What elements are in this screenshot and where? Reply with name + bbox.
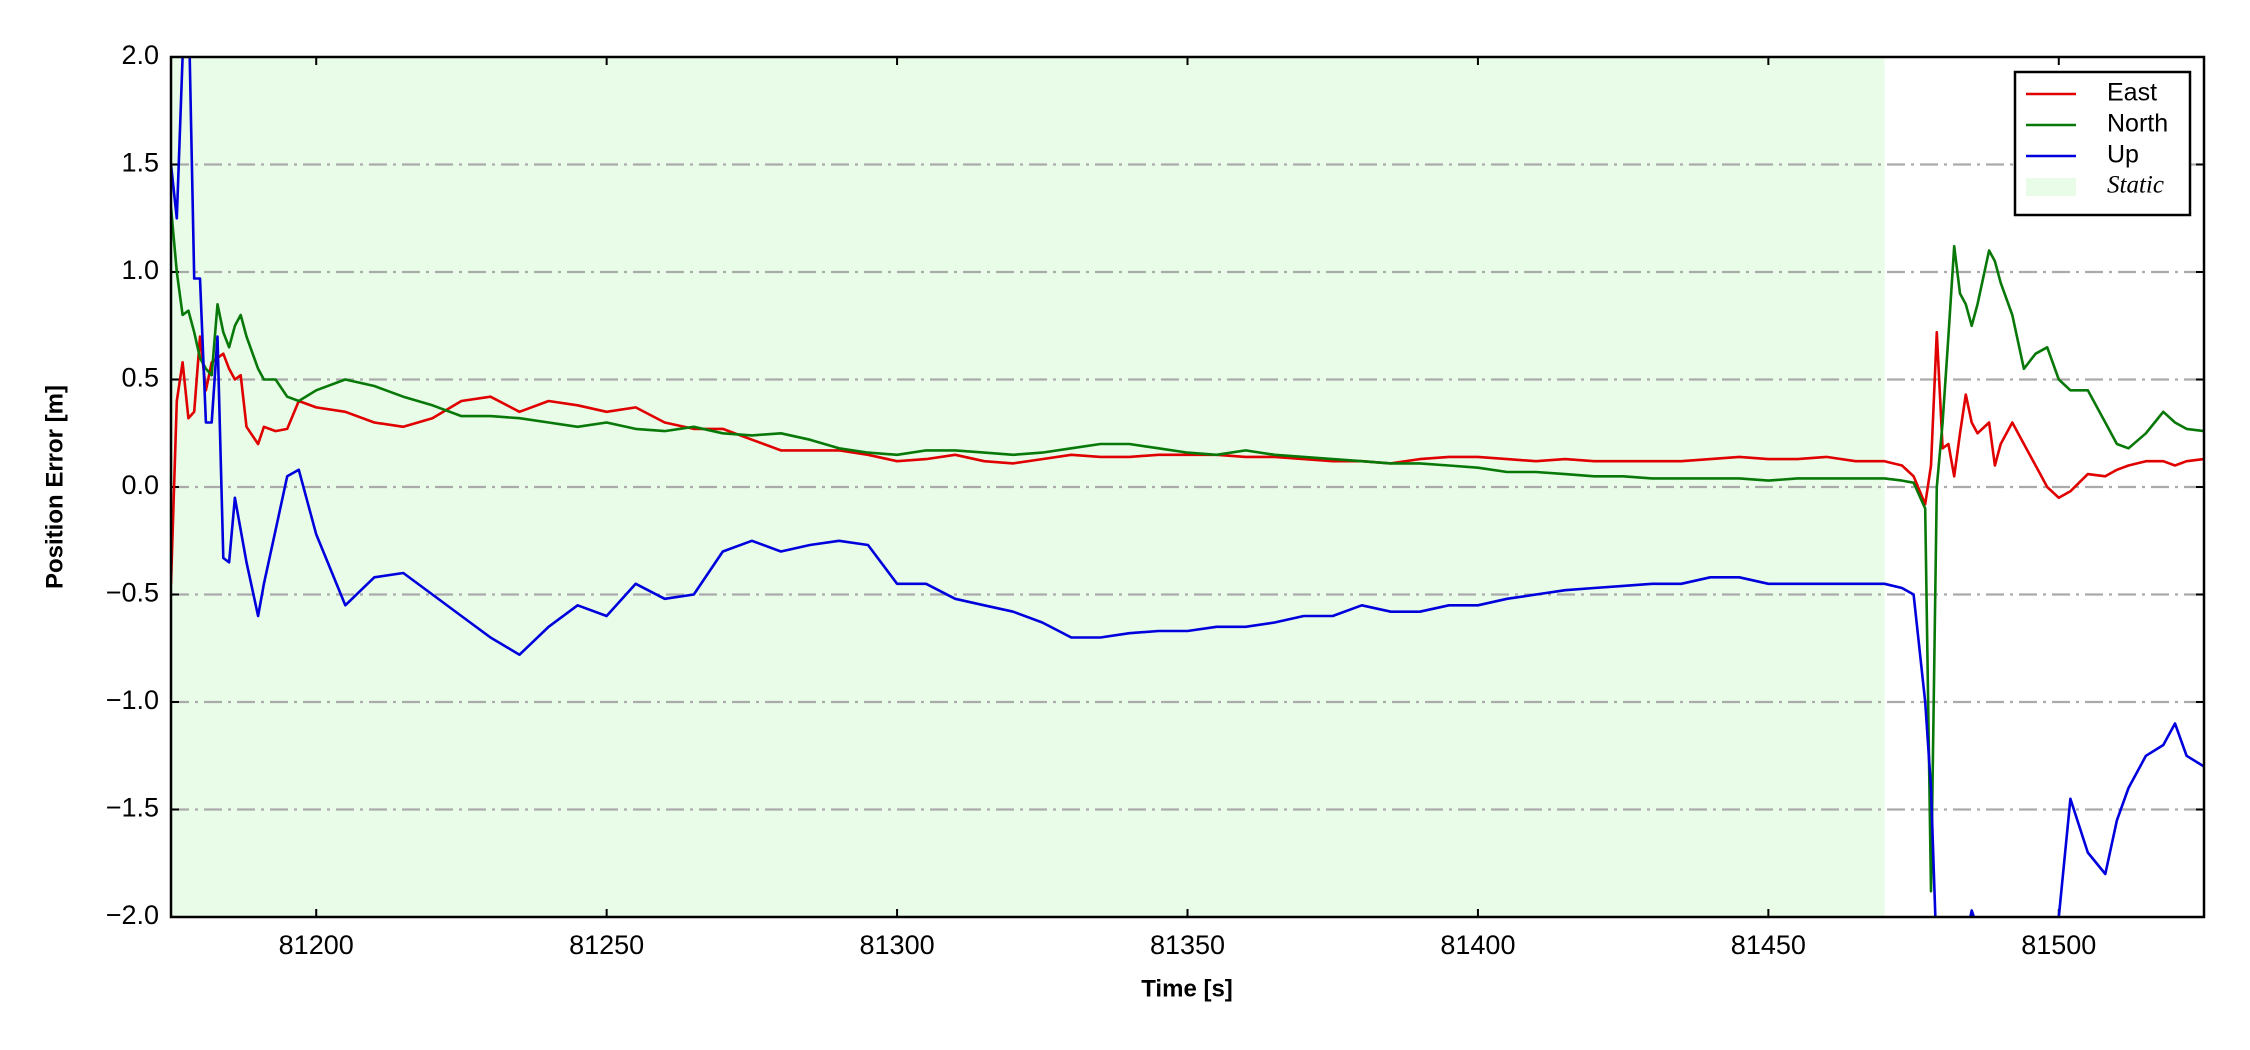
y-tick-label: 0.0 [121,470,159,500]
y-tick-label: −1.0 [106,685,159,715]
y-tick-label: −0.5 [106,578,159,608]
data-line [171,330,2204,584]
x-tick-label: 81300 [860,930,935,960]
legend-label: Static [2107,172,2164,199]
x-tick-label: 81250 [569,930,644,960]
data-line [171,207,2204,893]
y-tick-label: 2.0 [121,40,159,70]
x-axis-label: Time [s] [1141,975,1233,1002]
legend-swatch [2026,178,2076,196]
y-tick-label: 1.0 [121,255,159,285]
data-line [171,57,2204,917]
x-tick-label: 81200 [279,930,354,960]
x-tick-label: 81400 [1440,930,1515,960]
legend-label: Up [2107,141,2139,169]
y-tick-label: 0.5 [121,363,159,393]
y-tick-label: −1.5 [106,793,159,823]
x-tick-label: 81450 [1731,930,1806,960]
y-tick-label: −2.0 [106,900,159,930]
plot-frame [169,55,2206,919]
legend-label: North [2107,110,2168,138]
x-tick-label: 81500 [2021,930,2096,960]
x-tick-label: 81350 [1150,930,1225,960]
y-axis-label: Position Error [m] [41,385,68,589]
y-tick-label: 1.5 [121,148,159,178]
legend-label: East [2107,79,2157,107]
